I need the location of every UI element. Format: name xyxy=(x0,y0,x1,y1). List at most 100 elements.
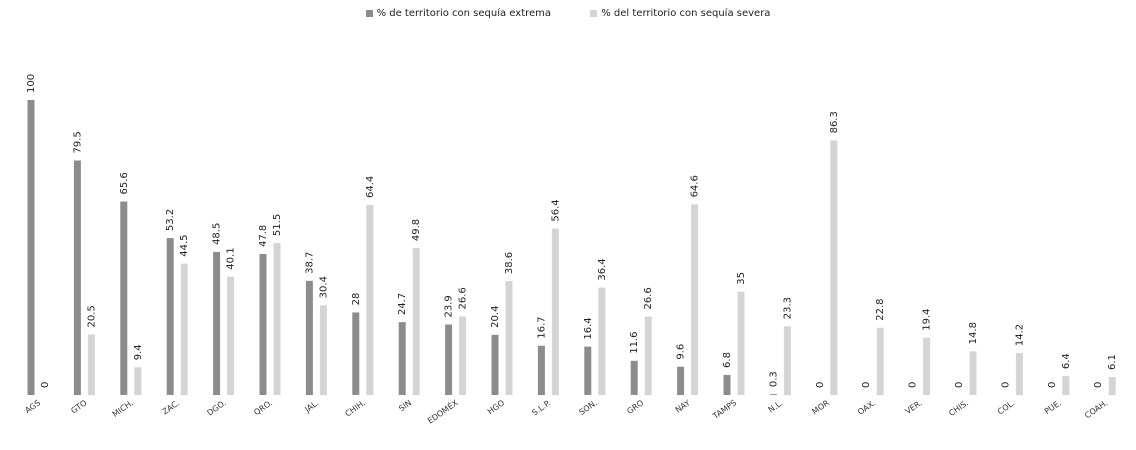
bar-severe xyxy=(227,276,235,395)
x-tick-label: CHIH. xyxy=(343,398,367,418)
x-tick-label: AGS xyxy=(23,398,42,415)
bar-severe xyxy=(505,281,513,395)
x-tick-label: SIN xyxy=(397,398,413,413)
bar-severe xyxy=(969,351,977,395)
legend-label-severe: % del territorio con sequía severa xyxy=(601,8,771,19)
bar-severe xyxy=(737,291,745,395)
bar-extreme xyxy=(537,345,545,395)
x-tick-label: N.L. xyxy=(767,398,785,414)
data-label: 11.6 xyxy=(629,332,640,354)
legend-item-severe: % del territorio con sequía severa xyxy=(590,8,770,20)
bar-severe xyxy=(87,334,95,395)
bar-severe xyxy=(876,327,884,395)
x-tick-label: SON. xyxy=(577,398,598,417)
bar-extreme xyxy=(27,100,35,395)
bar-extreme xyxy=(259,253,267,395)
bar-extreme xyxy=(723,374,731,395)
data-label: 56.4 xyxy=(550,199,561,221)
bar-severe xyxy=(783,326,791,395)
data-label: 44.5 xyxy=(179,234,190,256)
data-label: 20.5 xyxy=(86,305,97,327)
bar-extreme xyxy=(445,324,453,395)
x-tick-label: JAL. xyxy=(303,398,321,414)
x-tick-label: HGO xyxy=(486,398,506,416)
x-tick-label: NAY xyxy=(674,398,692,414)
bar-severe xyxy=(830,140,838,395)
bar-extreme xyxy=(120,201,128,395)
data-label: 23.3 xyxy=(782,297,793,319)
data-label: 22.8 xyxy=(875,298,886,320)
bar-severe xyxy=(319,305,327,395)
x-tick-label: OAX. xyxy=(856,398,877,417)
legend-swatch-extreme xyxy=(365,10,373,17)
data-label: 64.6 xyxy=(690,175,701,197)
data-label: 0.3 xyxy=(768,371,779,387)
x-tick-label: VER. xyxy=(904,398,924,416)
data-label: 0 xyxy=(815,382,826,388)
x-tick-label: COL. xyxy=(996,398,1017,416)
bar-severe xyxy=(412,248,420,395)
bar-severe xyxy=(1108,377,1116,395)
data-label: 26.6 xyxy=(458,287,469,309)
x-tick-label: EDOMÉX xyxy=(425,396,460,425)
bar-severe xyxy=(180,263,188,395)
data-label: 6.4 xyxy=(1061,353,1072,369)
data-label: 49.8 xyxy=(411,219,422,241)
bar-extreme xyxy=(769,394,777,395)
data-label: 38.7 xyxy=(304,252,315,274)
x-tick-label: ZAC. xyxy=(161,398,182,416)
data-label: 53.2 xyxy=(165,209,176,231)
data-label: 51.5 xyxy=(272,214,283,236)
data-label: 0 xyxy=(861,382,872,388)
bar-severe xyxy=(1015,353,1023,395)
data-label: 16.4 xyxy=(583,317,594,339)
bar-extreme xyxy=(305,280,313,395)
data-label: 65.6 xyxy=(119,172,130,194)
bar-extreme xyxy=(677,366,685,395)
legend-label-extreme: % de territorio con sequía extrema xyxy=(376,8,552,19)
data-label: 30.4 xyxy=(318,276,329,298)
data-label: 86.3 xyxy=(829,111,840,133)
bar-extreme xyxy=(491,334,499,395)
bar-extreme xyxy=(352,312,360,395)
data-label: 0 xyxy=(1047,382,1058,388)
x-tick-label: QRO. xyxy=(252,398,274,417)
legend-item-extreme: % de territorio con sequía extrema xyxy=(365,8,552,20)
data-label: 23.9 xyxy=(444,295,455,317)
data-label: 6.8 xyxy=(722,352,733,368)
x-tick-label: S.L.P. xyxy=(530,398,552,417)
bar-severe xyxy=(644,316,652,395)
data-label: 19.4 xyxy=(922,309,933,331)
bar-extreme xyxy=(166,238,174,395)
bar-extreme xyxy=(213,251,221,395)
data-label: 24.7 xyxy=(397,293,408,315)
x-tick-label: CHIS. xyxy=(947,398,970,418)
data-label: 0 xyxy=(954,382,965,388)
x-tick-label: MOR xyxy=(810,398,831,416)
data-label: 64.4 xyxy=(365,176,376,198)
bar-extreme xyxy=(584,346,592,395)
data-label: 36.4 xyxy=(597,258,608,280)
bar-extreme xyxy=(398,322,406,395)
data-label: 16.7 xyxy=(536,316,547,338)
x-tick-label: PUE. xyxy=(1043,398,1063,416)
data-label: 47.8 xyxy=(258,225,269,247)
data-label: 26.6 xyxy=(643,287,654,309)
data-label: 48.5 xyxy=(212,223,223,245)
x-tick-label: GTO xyxy=(69,398,88,415)
bar-extreme xyxy=(73,160,81,395)
data-label: 20.4 xyxy=(490,306,501,328)
x-tick-label: COAH. xyxy=(1083,398,1109,420)
bar-extreme xyxy=(630,360,638,395)
bar-severe xyxy=(551,228,559,395)
data-label: 0 xyxy=(1000,382,1011,388)
data-label: 14.8 xyxy=(968,322,979,344)
bar-severe xyxy=(459,316,467,395)
legend-swatch-severe xyxy=(590,10,598,17)
bar-severe xyxy=(923,337,931,395)
bar-severe xyxy=(273,243,281,395)
data-label: 38.6 xyxy=(504,252,515,274)
x-tick-label: MICH. xyxy=(111,398,135,419)
